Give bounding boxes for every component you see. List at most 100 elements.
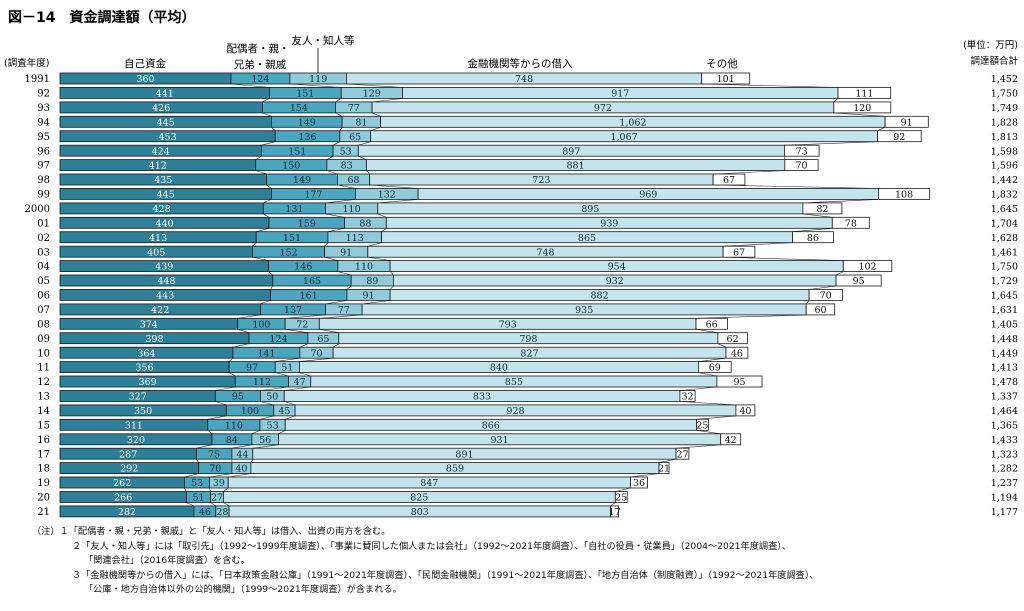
connector-line xyxy=(358,141,371,146)
category-label: 08 xyxy=(37,319,50,330)
total-label: 1,645 xyxy=(991,291,1018,302)
connector-line xyxy=(679,401,736,406)
data-label-family: 70 xyxy=(209,464,221,475)
category-label: 07 xyxy=(37,305,50,316)
data-label-friends: 68 xyxy=(347,175,359,186)
data-label-other: 82 xyxy=(816,204,828,215)
data-label-family: 53 xyxy=(191,478,203,489)
data-label-loans: 928 xyxy=(506,406,524,417)
bar-segment-other xyxy=(878,187,931,200)
data-label-own: 262 xyxy=(113,478,131,489)
connector-line xyxy=(207,430,213,435)
bar-segment-other xyxy=(784,159,819,172)
note-2-cont: 「関連会社」（2016年度調査）を含む。 xyxy=(84,555,250,567)
connector-line xyxy=(271,127,276,131)
connector-line xyxy=(261,141,276,146)
category-label: 93 xyxy=(37,103,50,114)
bar-segment-other xyxy=(614,491,628,503)
data-label-loans: 803 xyxy=(411,507,429,518)
category-label: 09 xyxy=(37,334,50,345)
connector-line xyxy=(196,459,199,463)
connector-line xyxy=(325,300,347,305)
connector-line xyxy=(377,199,419,204)
data-label-loans: 827 xyxy=(520,348,538,359)
category-label: 11 xyxy=(37,363,50,374)
total-label: 1,365 xyxy=(991,420,1018,431)
data-label-own: 266 xyxy=(114,493,132,504)
data-label-own: 320 xyxy=(127,435,145,446)
connector-line xyxy=(260,386,289,391)
data-label-family: 110 xyxy=(225,420,243,431)
total-label: 1,729 xyxy=(991,276,1018,287)
connector-line xyxy=(802,199,879,204)
connector-line xyxy=(346,83,403,88)
data-label-friends: 40 xyxy=(235,464,247,475)
connector-line xyxy=(196,444,213,449)
bar-segment-other xyxy=(675,447,690,460)
data-label-loans: 969 xyxy=(639,190,657,201)
data-label-family: 124 xyxy=(251,74,269,85)
data-label-friends: 91 xyxy=(340,247,352,258)
total-label: 1,628 xyxy=(991,233,1018,244)
connector-line xyxy=(389,285,394,290)
data-label-friends: 110 xyxy=(343,204,361,215)
note-2: ２「友人・知人等」には「取引先」（1992～1999年度調査）、「事業に賛同した… xyxy=(72,540,792,552)
connector-line xyxy=(717,343,727,348)
connector-line xyxy=(358,155,367,160)
connector-line xyxy=(186,502,195,507)
data-label-friends: 50 xyxy=(266,392,278,403)
bar-segment-other xyxy=(712,173,746,186)
connector-line xyxy=(698,357,727,362)
data-label-friends: 113 xyxy=(346,233,364,244)
connector-line xyxy=(367,242,382,247)
connector-line xyxy=(362,300,391,305)
data-label-other: 17 xyxy=(609,507,621,518)
bar-segment-other xyxy=(701,72,751,85)
data-label-own: 369 xyxy=(139,377,157,388)
data-label-family: 51 xyxy=(192,493,204,504)
data-label-family: 161 xyxy=(300,291,318,302)
data-label-family: 159 xyxy=(298,218,316,229)
data-label-other: 60 xyxy=(814,305,826,316)
connector-line xyxy=(701,83,839,88)
data-label-own: 412 xyxy=(149,161,167,172)
data-label-other: 101 xyxy=(717,74,735,85)
data-label-family: 100 xyxy=(252,319,270,330)
connector-line xyxy=(332,141,340,146)
data-label-own: 292 xyxy=(120,464,138,475)
data-label-loans: 840 xyxy=(490,363,508,374)
data-label-own: 422 xyxy=(151,305,169,316)
data-label-friends: 132 xyxy=(378,190,396,201)
connector-line xyxy=(237,329,250,333)
connector-line xyxy=(285,329,308,333)
connector-line xyxy=(319,314,363,319)
category-label: 97 xyxy=(37,161,50,172)
bar-segment-other xyxy=(805,303,836,316)
category-label: 96 xyxy=(37,146,50,157)
data-label-friends: 45 xyxy=(278,406,290,417)
data-label-loans: 865 xyxy=(578,233,596,244)
data-label-loans: 825 xyxy=(410,493,428,504)
data-label-other: 92 xyxy=(893,132,905,143)
total-label: 1,645 xyxy=(991,204,1018,215)
total-label: 1,337 xyxy=(991,392,1018,403)
connector-line xyxy=(335,98,342,103)
data-label-friends: 119 xyxy=(309,74,327,85)
connector-line xyxy=(275,357,300,362)
data-label-friends: 89 xyxy=(366,276,378,287)
data-label-friends: 110 xyxy=(355,262,373,273)
connector-line xyxy=(723,242,793,247)
chart-title: 図－14 資金調達額（平均） xyxy=(8,9,195,26)
category-label: 06 xyxy=(37,291,50,302)
total-label: 1,282 xyxy=(991,464,1018,475)
data-label-other: 102 xyxy=(858,262,876,273)
connector-line xyxy=(232,343,250,348)
connector-line xyxy=(325,199,356,204)
data-label-other: 67 xyxy=(723,175,735,186)
connector-line xyxy=(255,155,262,160)
total-label: 1,832 xyxy=(991,190,1018,201)
connector-line xyxy=(228,357,234,362)
data-label-other: 73 xyxy=(796,146,808,157)
data-label-family: 75 xyxy=(208,449,220,460)
connector-line xyxy=(377,213,387,218)
